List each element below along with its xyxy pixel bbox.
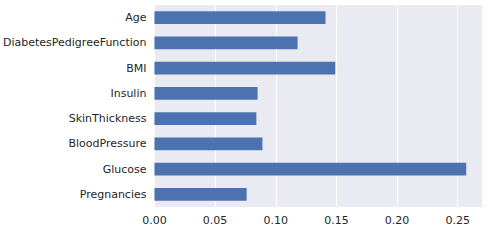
svg-text:BMI: BMI bbox=[126, 62, 146, 75]
svg-text:Glucose: Glucose bbox=[103, 163, 147, 176]
svg-text:Insulin: Insulin bbox=[110, 87, 146, 100]
svg-text:DiabetesPedigreeFunction: DiabetesPedigreeFunction bbox=[3, 36, 146, 49]
svg-text:SkinThickness: SkinThickness bbox=[69, 112, 147, 125]
svg-text:Pregnancies: Pregnancies bbox=[80, 188, 147, 201]
svg-text:0.00: 0.00 bbox=[142, 214, 167, 227]
svg-text:0.15: 0.15 bbox=[324, 214, 349, 227]
svg-text:BloodPressure: BloodPressure bbox=[68, 137, 146, 150]
svg-text:0.25: 0.25 bbox=[445, 214, 470, 227]
svg-text:Age: Age bbox=[125, 11, 147, 24]
svg-text:0.05: 0.05 bbox=[203, 214, 228, 227]
svg-text:0.20: 0.20 bbox=[385, 214, 410, 227]
svg-text:0.10: 0.10 bbox=[264, 214, 289, 227]
